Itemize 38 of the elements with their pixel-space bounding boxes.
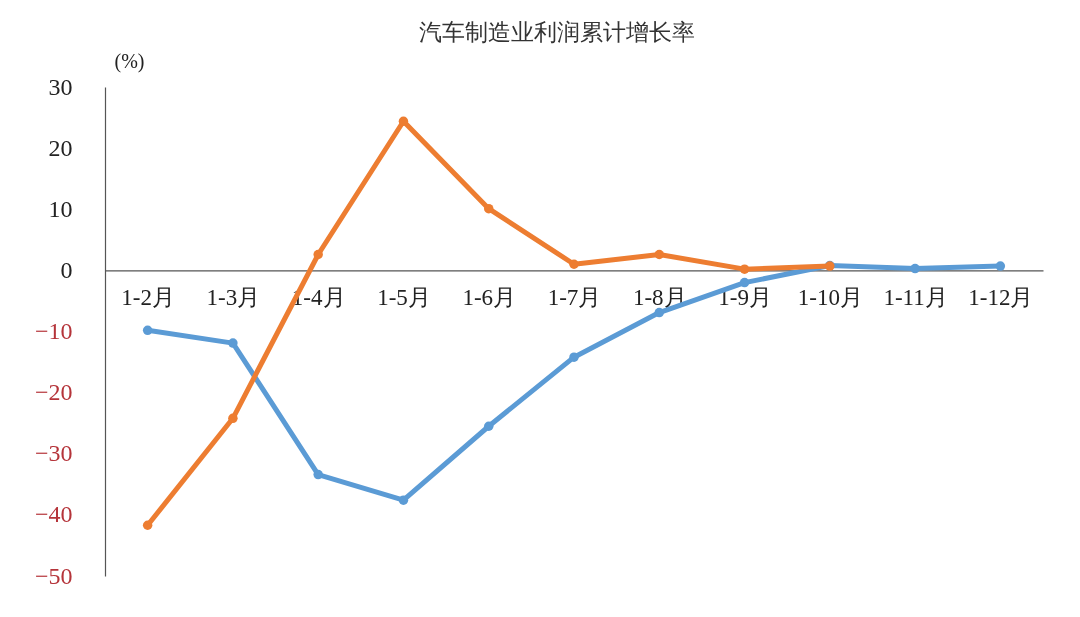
y-tick-label: 30: [48, 73, 73, 100]
y-tick-label: −30: [34, 440, 73, 467]
y-tick-label: 10: [48, 195, 73, 222]
x-tick-label: 1-9月: [718, 284, 772, 310]
y-tick-label: −20: [34, 379, 73, 406]
y-axis-title: (%): [114, 49, 145, 73]
point: [910, 263, 920, 274]
point: [995, 261, 1006, 271]
point: [228, 338, 238, 348]
x-tick-label: 1-2月: [121, 284, 175, 310]
x-tick-label: 1-3月: [206, 284, 261, 310]
y-tick-label: −10: [34, 318, 73, 344]
point: [142, 325, 153, 336]
point: [569, 259, 579, 269]
x-tick-label: 1-6月: [462, 284, 517, 310]
point: [569, 352, 579, 362]
point: [142, 520, 153, 530]
point: [228, 413, 238, 424]
x-tick-label: 1-7月: [547, 284, 602, 310]
point: [654, 307, 665, 318]
y-tick-label: 20: [48, 134, 73, 161]
point: [654, 249, 665, 260]
point: [313, 249, 323, 260]
point: [483, 203, 494, 214]
y-tick-label: −40: [34, 501, 73, 528]
y-tick-label: 0: [60, 256, 73, 283]
point: [313, 469, 323, 480]
x-tick-label: 1-11月: [883, 284, 948, 310]
point: [398, 495, 409, 505]
x-tick-label: 1-12月: [968, 284, 1034, 310]
point: [483, 421, 494, 431]
y-tick-label: −50: [34, 562, 73, 589]
x-tick-label: 1-10月: [797, 284, 863, 310]
point: [398, 116, 409, 126]
x-tick-label: 1-5月: [377, 284, 431, 310]
point: [739, 264, 750, 274]
chart-title: 汽车制造业利润累计增长率: [419, 20, 695, 45]
point: [739, 277, 750, 288]
